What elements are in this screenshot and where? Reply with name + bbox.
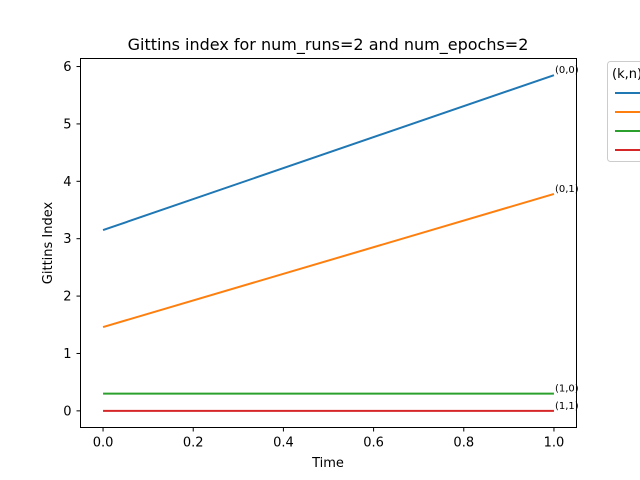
series-end-label: (0,1) [555,184,579,195]
series-end-label: (1,1) [555,401,579,412]
plot-area-frame [80,58,577,428]
y-axis: 0 1 2 3 4 5 6 [63,60,81,419]
x-tick-label: 1.0 [544,436,565,451]
y-tick-label: 5 [63,117,71,132]
chart-title: Gittins index for num_runs=2 and num_epo… [128,35,529,55]
x-tick-label: 0.4 [273,436,294,451]
y-tick-label: 4 [63,175,71,190]
series-end-label: (0,0) [555,65,579,76]
y-tick-label: 6 [63,60,71,75]
y-tick-label: 0 [63,404,71,419]
y-tick-label: 2 [63,290,71,305]
y-axis-label: Gittins Index [41,201,56,284]
series-end-labels: (0,0) (0,1) (1,0) (1,1) [555,65,579,412]
plot-lines [102,74,555,412]
legend-entries [615,92,640,151]
x-tick-label: 0.6 [363,436,384,451]
y-tick-label: 1 [63,347,71,362]
x-tick-label: 0.0 [93,436,114,451]
x-tick-label: 0.8 [453,436,474,451]
legend-title: (k,n) [612,67,640,82]
series-end-label: (1,0) [555,384,579,395]
y-tick-label: 3 [63,232,71,247]
x-axis: 0.0 0.2 0.4 0.6 0.8 1.0 [93,427,565,451]
legend: (k,n) [607,61,640,162]
x-axis-label: Time [311,456,344,471]
x-tick-label: 0.2 [183,436,204,451]
series-line-0 [102,74,555,232]
series-line-1 [102,192,555,329]
